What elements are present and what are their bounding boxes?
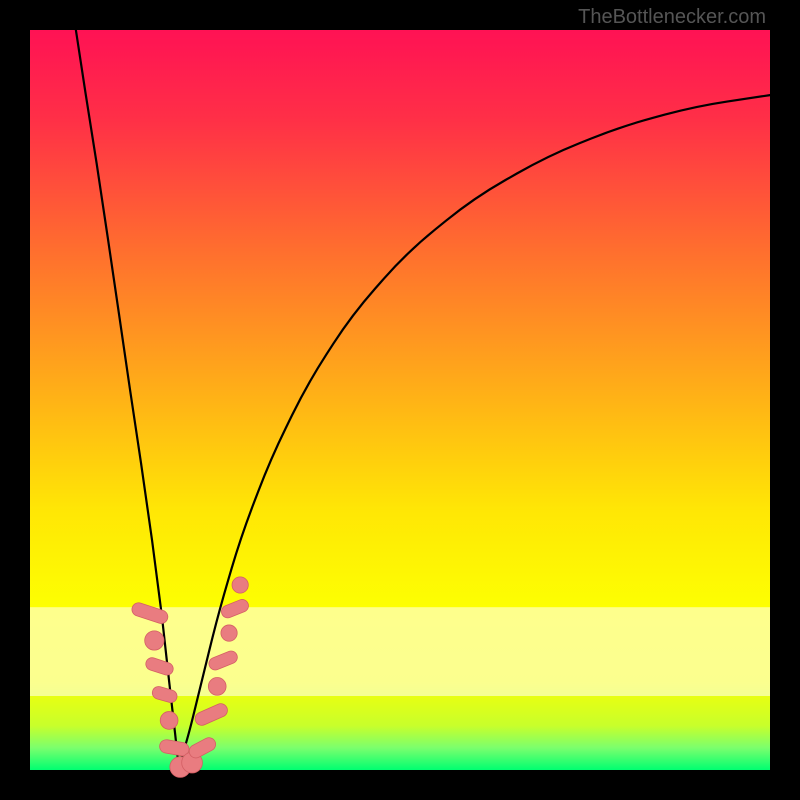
marker-1	[145, 631, 164, 650]
plot-area	[30, 30, 770, 770]
marker-10	[208, 678, 226, 696]
pale-band	[30, 607, 770, 696]
watermark-text: TheBottlenecker.com	[578, 6, 766, 29]
chart-frame: TheBottlenecker.com	[0, 0, 800, 800]
marker-12	[221, 625, 237, 641]
marker-4	[160, 712, 178, 730]
chart-svg	[30, 30, 770, 770]
marker-14	[232, 577, 248, 593]
